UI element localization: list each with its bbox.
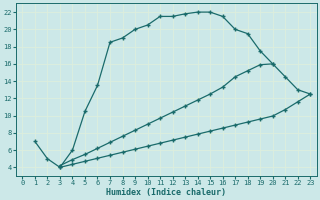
X-axis label: Humidex (Indice chaleur): Humidex (Indice chaleur) <box>106 188 226 197</box>
